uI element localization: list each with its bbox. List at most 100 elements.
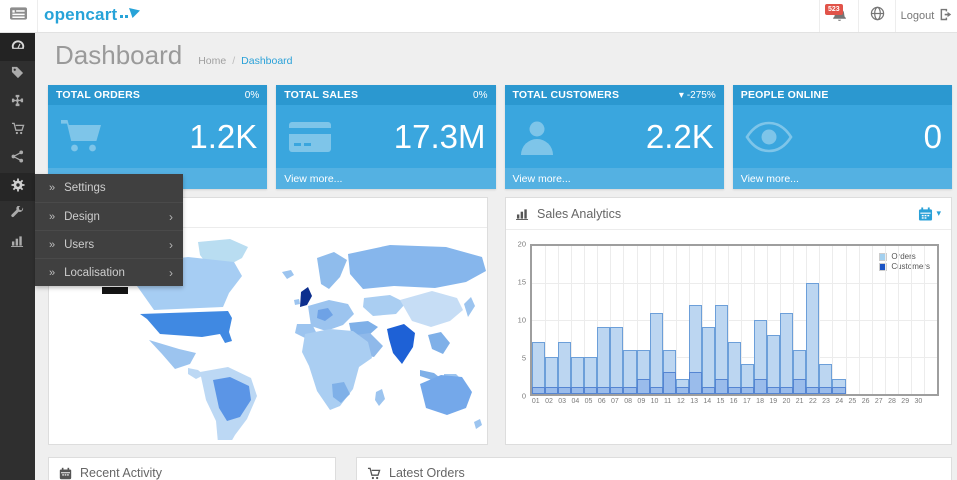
- sidebar-item-dashboard[interactable]: [0, 33, 35, 61]
- x-tick-label: 20: [782, 398, 791, 405]
- sidebar-item-extensions[interactable]: [0, 89, 35, 117]
- tile-delta: -275%: [686, 89, 716, 101]
- top-header: opencart 523 Logout: [0, 0, 957, 33]
- chart-bar-customers: [754, 379, 768, 394]
- submenu-item-users[interactable]: » Users ›: [35, 230, 183, 258]
- legend-label: Customers: [891, 262, 930, 271]
- x-tick-label: 21: [795, 398, 804, 405]
- globe-icon: [870, 6, 885, 26]
- credit-card-icon: [288, 120, 332, 154]
- chart-bar-orders: [806, 283, 820, 394]
- chart-x-axis: 01 02 03 04 05 06 07 08 09 10 11 12 13 14 15 16 17 18 19 20…: [530, 398, 939, 411]
- submenu-item-localisation[interactable]: » Localisation ›: [35, 258, 183, 286]
- x-tick-label: 25: [848, 398, 857, 405]
- gridline: [584, 246, 586, 394]
- breadcrumb-separator: /: [232, 55, 236, 67]
- notifications-button[interactable]: 523: [819, 0, 858, 32]
- gridline: [545, 246, 547, 394]
- chart-bar-customers: [597, 386, 611, 394]
- gridline: [532, 320, 937, 321]
- chart-bar-customers: [558, 386, 572, 394]
- recent-activity-title: Recent Activity: [80, 466, 162, 480]
- x-tick-label: 16: [729, 398, 738, 405]
- gridline: [701, 246, 703, 394]
- tile-people-online: PEOPLE ONLINE 0 View more...: [732, 85, 952, 189]
- gridline: [793, 246, 795, 394]
- x-tick-label: 10: [650, 398, 659, 405]
- chart-bar-customers: [688, 371, 702, 394]
- sidebar-item-reports[interactable]: [0, 229, 35, 257]
- view-more-link[interactable]: View more...: [732, 168, 952, 189]
- chevron-right-icon: ›: [169, 209, 173, 224]
- chart-bar-customers: [767, 386, 781, 394]
- sidebar-item-sales[interactable]: [0, 117, 35, 145]
- logout-button[interactable]: Logout: [895, 0, 957, 32]
- chart-plot-area: OrdersCustomers: [530, 244, 939, 396]
- submenu-label: Settings: [64, 182, 106, 194]
- submenu-item-design[interactable]: » Design ›: [35, 202, 183, 230]
- sidebar-item-marketing[interactable]: [0, 145, 35, 173]
- breadcrumb-home[interactable]: Home: [198, 55, 227, 67]
- tile-total-customers: TOTAL CUSTOMERS ▾ -275% 2.2K View more...: [504, 85, 724, 189]
- double-chevron-icon: »: [49, 210, 56, 223]
- opencart-logo[interactable]: opencart: [44, 5, 141, 25]
- breadcrumb-current[interactable]: Dashboard: [241, 55, 293, 67]
- sales-analytics-title: Sales Analytics: [537, 206, 622, 221]
- chart-bar-orders: [767, 334, 781, 394]
- view-more-link[interactable]: View more...: [504, 168, 724, 189]
- chart-bar-customers: [819, 386, 833, 394]
- chart-bar-customers: [532, 386, 546, 394]
- sidebar-item-tools[interactable]: [0, 201, 35, 229]
- latest-orders-header: Latest Orders: [357, 458, 951, 480]
- latest-orders-panel: Latest Orders: [356, 457, 952, 480]
- gridline: [767, 246, 769, 394]
- legend-entry: Customers: [879, 262, 930, 271]
- world-map: [49, 228, 487, 449]
- x-tick-label: 30: [914, 398, 923, 405]
- x-tick-label: 13: [690, 398, 699, 405]
- gridline: [923, 246, 925, 394]
- date-range-button[interactable]: ▾: [918, 206, 941, 221]
- submenu-item-settings[interactable]: » Settings: [35, 174, 183, 202]
- chart-bar-customers: [714, 379, 728, 394]
- world-map-panel-header: [49, 198, 487, 228]
- chevron-right-icon: ›: [169, 265, 173, 280]
- double-chevron-icon: »: [49, 266, 56, 279]
- chart-bar-customers: [741, 386, 755, 394]
- user-icon: [517, 118, 557, 156]
- chart-bar-customers: [727, 386, 742, 394]
- chart-bar-customers: [623, 386, 637, 394]
- opencart-logo-text: opencart: [44, 5, 118, 24]
- chart-bar-customers: [545, 386, 559, 394]
- notification-count-badge: 523: [825, 4, 843, 15]
- x-tick-label: 23: [822, 398, 830, 405]
- x-tick-label: 17: [742, 398, 751, 405]
- submenu-label: Localisation: [64, 266, 125, 279]
- x-tick-label: 27: [874, 398, 883, 405]
- chart-y-axis: 20 15 10 5 0: [514, 240, 530, 401]
- sidebar-item-catalog[interactable]: [0, 61, 35, 89]
- chart-bar-orders: [597, 327, 611, 394]
- chart-bar-customers: [793, 379, 807, 394]
- gridline: [845, 246, 847, 394]
- chart-bar-orders: [610, 327, 624, 394]
- cart-icon: [11, 122, 25, 140]
- sidebar-item-system[interactable]: [0, 173, 35, 201]
- x-tick-label: 28: [888, 398, 896, 405]
- gridline: [623, 246, 625, 394]
- calendar-icon: [919, 206, 933, 221]
- gridline: [741, 246, 743, 394]
- gridline: [910, 246, 912, 394]
- gridline: [662, 246, 664, 394]
- list-menu-icon: [10, 6, 27, 26]
- gear-icon: [11, 178, 25, 197]
- x-tick-label: 05: [584, 398, 593, 405]
- sidebar-toggle-button[interactable]: [0, 0, 38, 32]
- x-tick-label: 26: [861, 398, 870, 405]
- view-more-link[interactable]: View more...: [276, 168, 496, 189]
- x-tick-label: 29: [901, 398, 910, 405]
- chart-bar-customers: [649, 386, 663, 394]
- share-icon: [11, 150, 24, 168]
- store-front-button[interactable]: [858, 0, 895, 32]
